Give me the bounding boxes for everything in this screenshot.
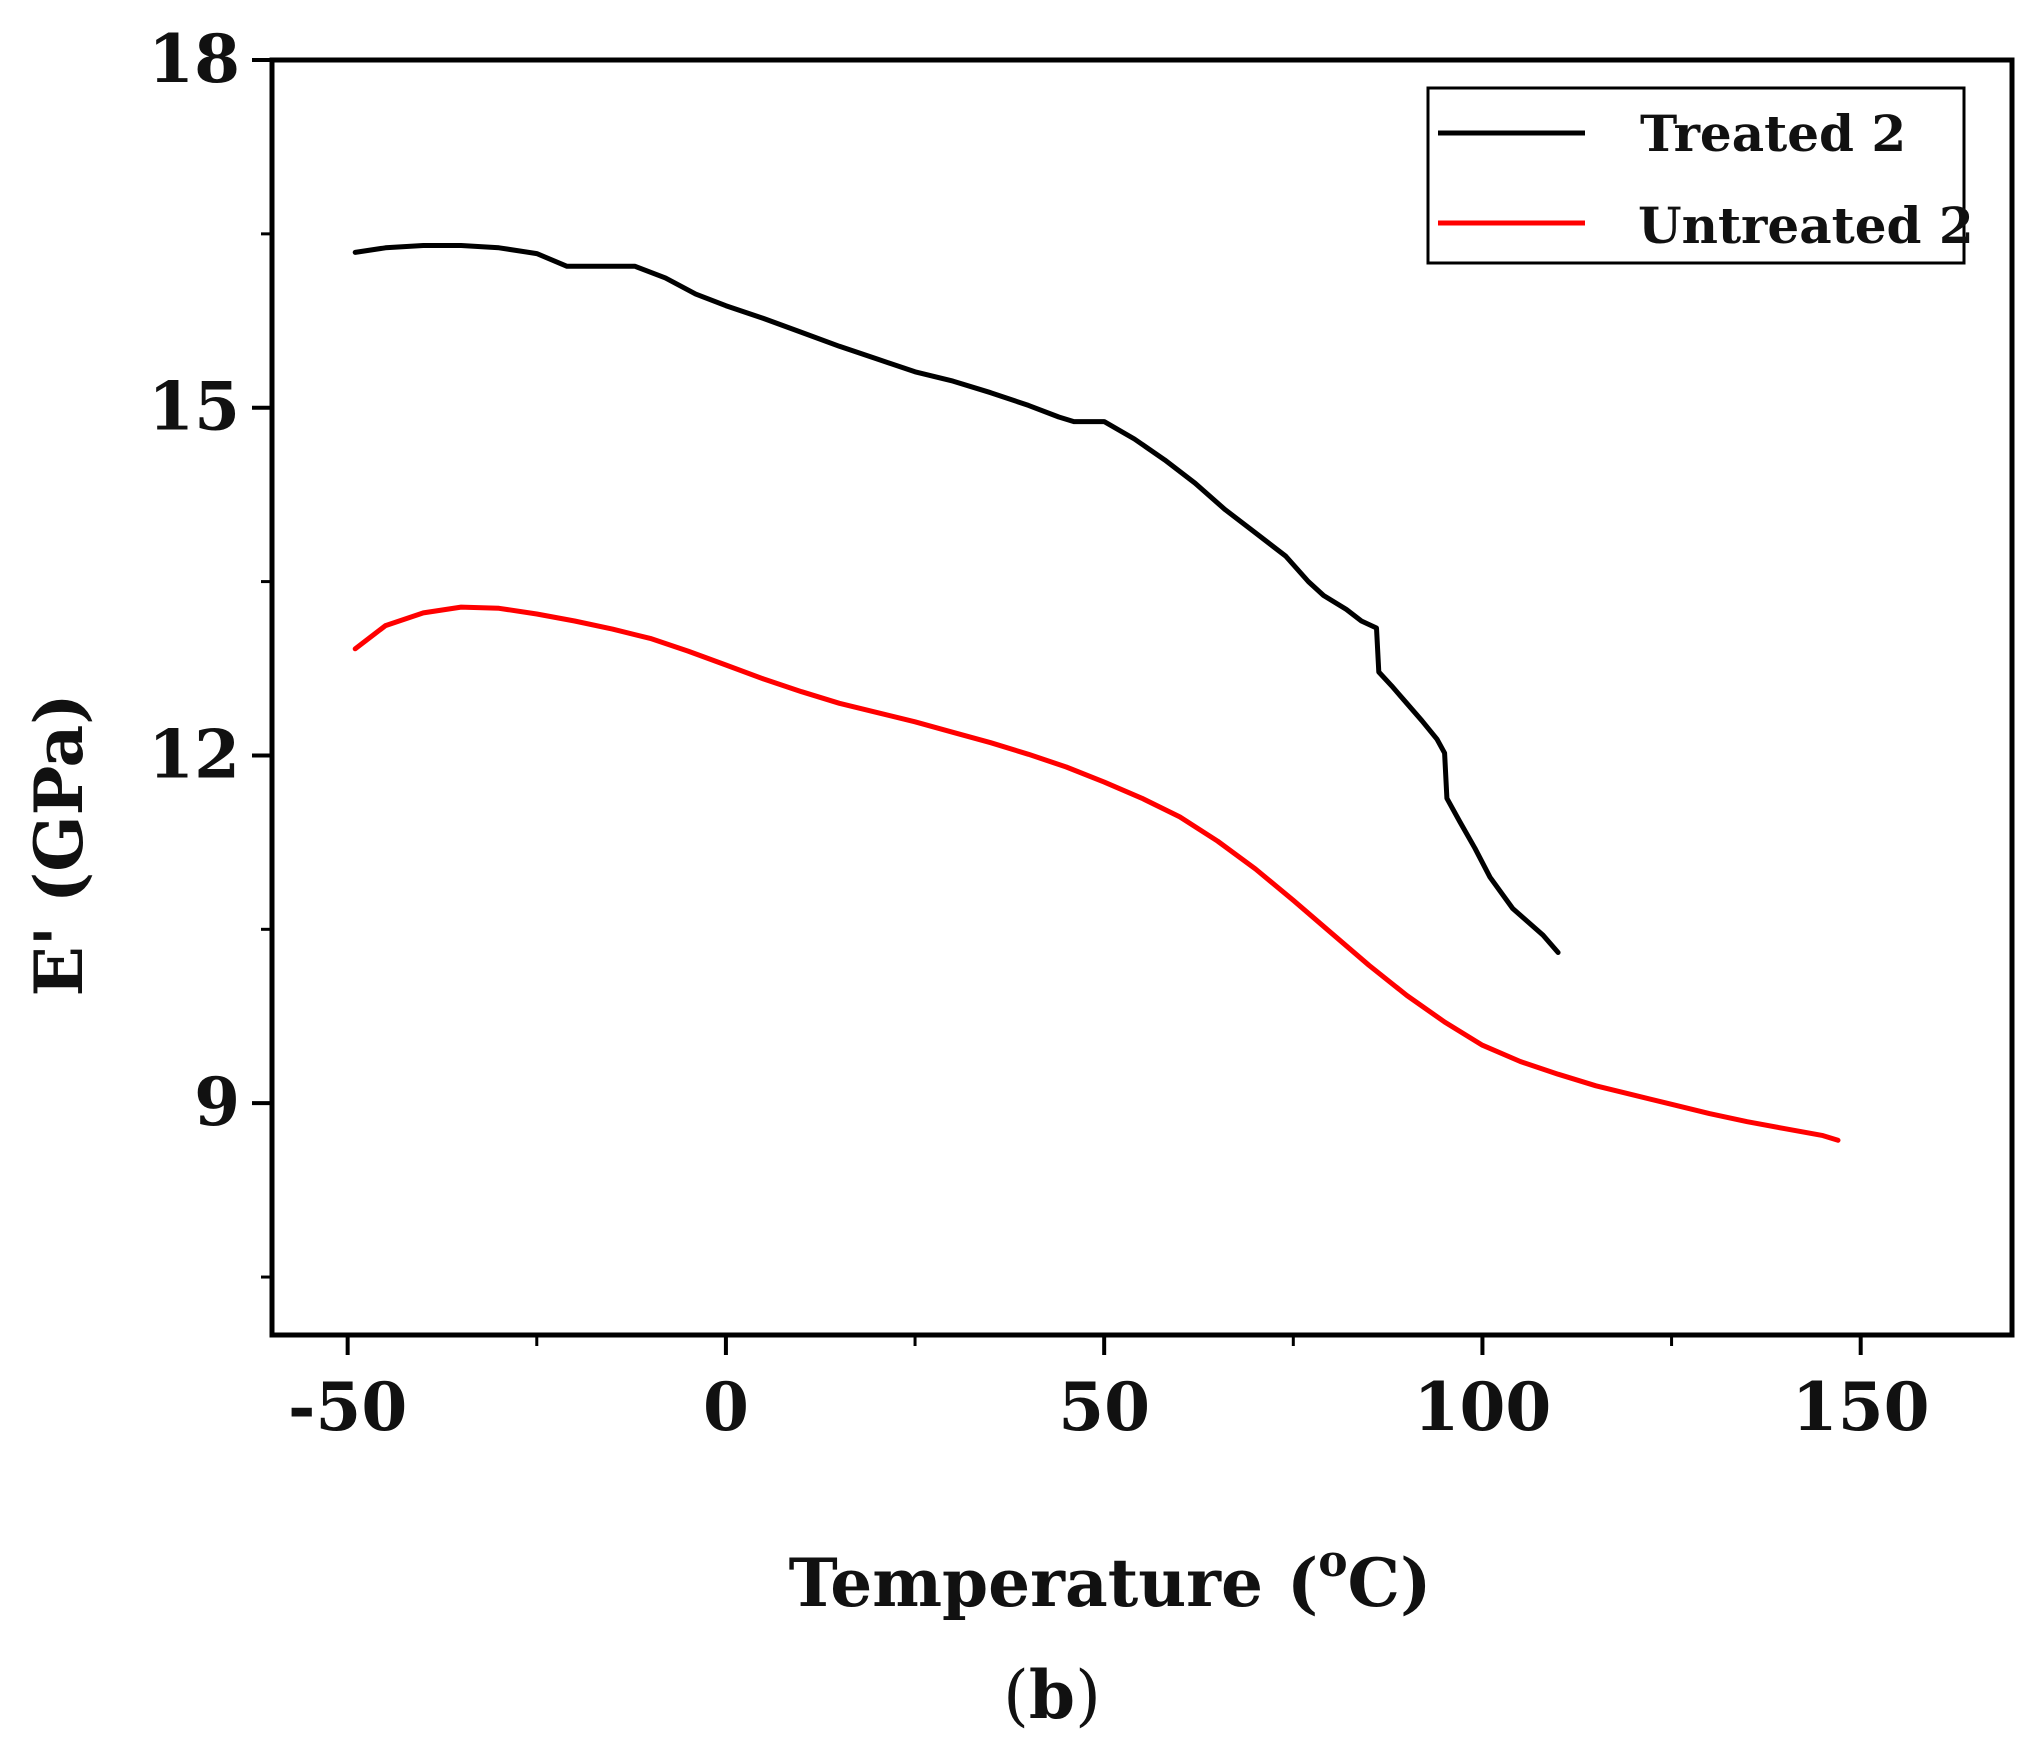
y-axis-title: E' (GPa) [20, 694, 98, 997]
legend-label-untreated-2: Untreated 2 [1638, 196, 1974, 255]
legend-box [1426, 86, 1966, 265]
legend: Treated 2 Untreated 2 [1426, 86, 1974, 265]
x-tick-label: 50 [1058, 1368, 1150, 1446]
x-tick-label: -50 [288, 1368, 407, 1446]
panel-label: (b) [1003, 1656, 1101, 1734]
x-tick-label: 150 [1792, 1368, 1930, 1446]
x-tick-label: 100 [1414, 1368, 1552, 1446]
axis-tick-labels: -50 0 50 100 150 9 12 15 18 [148, 20, 1929, 1446]
y-tick-label: 18 [148, 20, 240, 98]
y-tick-label: 15 [148, 368, 240, 446]
series-lines [352, 243, 1841, 1143]
y-tick-label: 9 [194, 1063, 240, 1141]
series-line-treated-2 [352, 243, 1561, 955]
y-tick-label: 12 [148, 715, 240, 793]
plot-frame [269, 57, 2015, 1338]
axis-ticks [252, 58, 1863, 1355]
series-line-untreated-2 [352, 604, 1841, 1143]
legend-label-treated-2: Treated 2 [1640, 104, 1906, 163]
x-axis-title: Temperature (oC) [789, 1536, 1432, 1622]
x-axis-title-text: Temperature [789, 1544, 1263, 1622]
x-tick-label: 0 [703, 1368, 749, 1446]
